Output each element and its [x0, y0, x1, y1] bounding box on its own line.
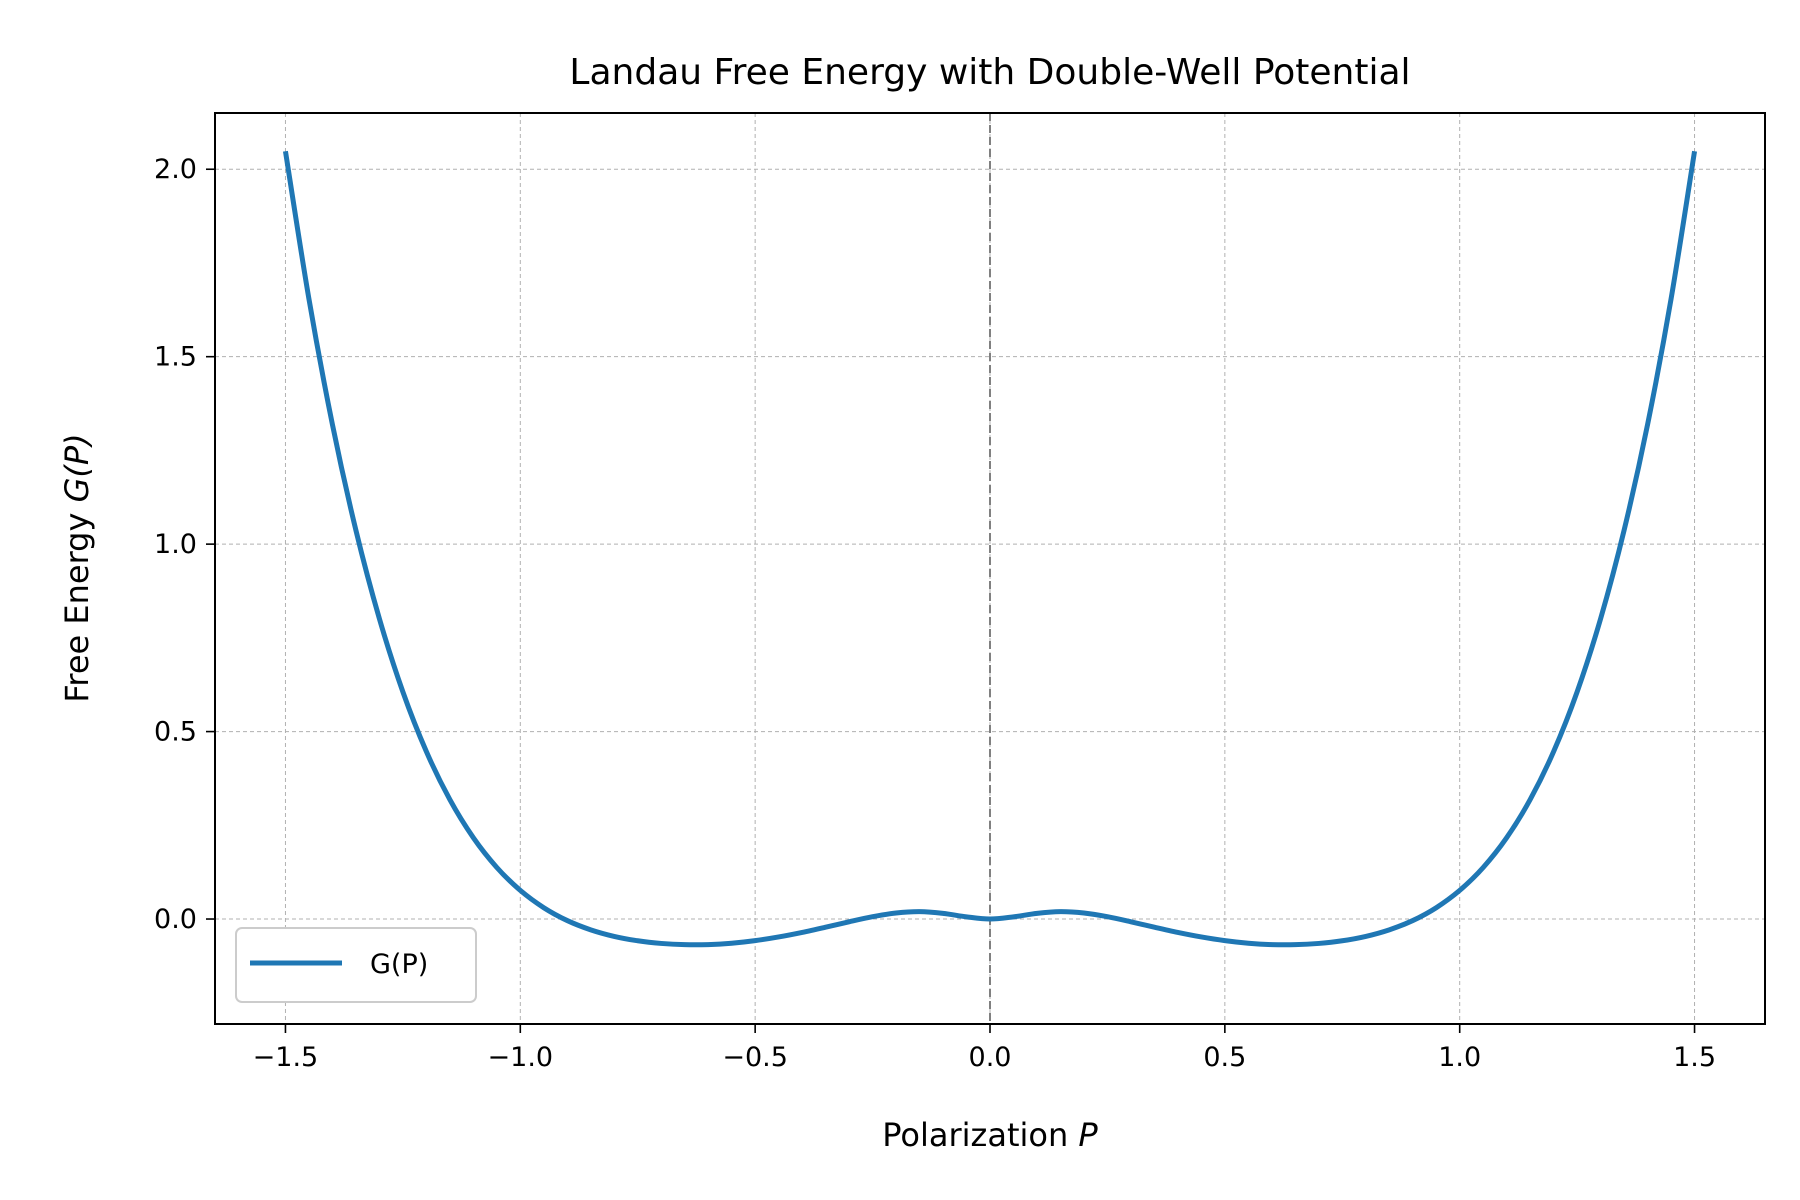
axis-ticks: −1.5 −1.0 −0.5 0.0 0.5 1.0 1.5 0.0 0.5 1.0 1.5 2.0 — [154, 154, 1716, 1073]
x-tick-label: −0.5 — [722, 1042, 788, 1073]
y-tick-label: 0.0 — [154, 904, 197, 935]
legend-box — [235, 927, 477, 1003]
x-tick-label: 1.5 — [1673, 1042, 1716, 1073]
series-line-gp — [282, 150, 1698, 948]
x-axis-label: Polarization P — [882, 1116, 1098, 1154]
x-tick-label: −1.5 — [253, 1042, 319, 1073]
y-tick-label: 1.0 — [154, 529, 197, 560]
y-axis-label-text: Free Energy — [58, 513, 96, 703]
x-tick-label: 1.0 — [1438, 1042, 1481, 1073]
legend-label-gp: G(P) — [370, 949, 428, 980]
y-axis-label: Free Energy G(P) — [58, 433, 96, 702]
x-axis-label-text: Polarization — [882, 1116, 1068, 1154]
y-tick-label: 0.5 — [154, 717, 197, 748]
grid — [215, 113, 1765, 1024]
x-tick-label: −1.0 — [488, 1042, 554, 1073]
x-tick-label: 0.5 — [1203, 1042, 1246, 1073]
y-tick-label: 2.0 — [154, 154, 197, 185]
legend: G(P) — [235, 927, 477, 1003]
y-axis-label-symbol: G(P) — [58, 433, 96, 502]
x-axis-label-symbol: P — [1078, 1116, 1098, 1154]
x-tick-label: 0.0 — [969, 1042, 1012, 1073]
chart-title: Landau Free Energy with Double-Well Pote… — [569, 52, 1410, 93]
y-tick-label: 1.5 — [154, 342, 197, 373]
